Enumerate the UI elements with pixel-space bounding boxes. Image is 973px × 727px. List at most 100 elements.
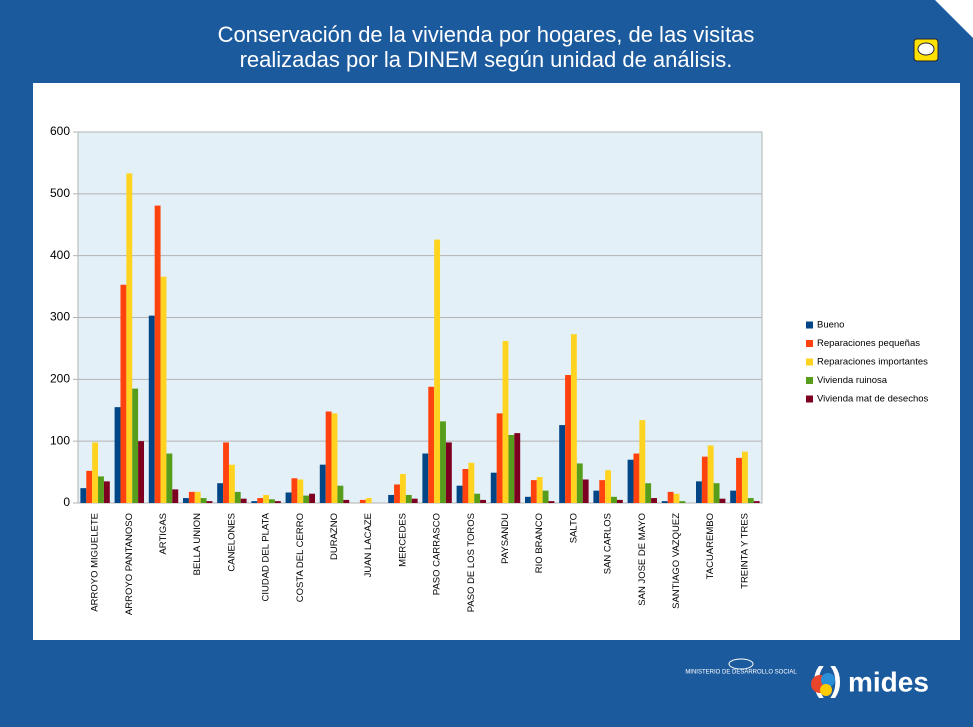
bar xyxy=(359,499,366,503)
legend-swatch xyxy=(806,321,813,329)
bar xyxy=(428,386,435,503)
x-tick-label: CANELONES xyxy=(226,513,237,572)
bar xyxy=(86,470,93,503)
bar xyxy=(456,485,463,503)
x-tick-label: PASO DE LOS TOROS xyxy=(466,513,477,612)
chart-title: Conservación de la vivienda por hogares,… xyxy=(217,22,755,72)
bar xyxy=(240,498,247,503)
bar xyxy=(120,284,127,503)
bar xyxy=(188,491,195,503)
bar xyxy=(274,501,281,503)
bar xyxy=(445,442,452,503)
bar xyxy=(103,481,110,503)
bar xyxy=(285,492,292,503)
bar xyxy=(394,484,400,503)
bar xyxy=(297,479,304,503)
bar xyxy=(434,239,441,503)
legend-label: Vivienda ruinosa xyxy=(817,375,888,386)
bar xyxy=(263,494,270,503)
bar xyxy=(160,276,167,503)
bar xyxy=(291,478,298,503)
bar xyxy=(667,491,674,503)
bar xyxy=(251,501,258,503)
bar xyxy=(411,498,418,503)
bar xyxy=(496,413,503,503)
legend-label: Reparaciones importantes xyxy=(817,357,928,368)
bar xyxy=(633,453,640,503)
bar xyxy=(701,456,708,503)
bar xyxy=(405,494,412,503)
bar xyxy=(148,315,155,503)
bar xyxy=(303,495,310,503)
bar xyxy=(172,489,179,503)
bar xyxy=(92,442,99,503)
bar xyxy=(325,411,332,503)
x-tick-label: MERCEDES xyxy=(397,513,408,567)
bar xyxy=(639,420,646,503)
bar xyxy=(627,459,634,503)
bar xyxy=(365,498,372,503)
bar xyxy=(524,496,531,503)
brand-mark xyxy=(821,673,835,687)
y-tick-label: 0 xyxy=(63,495,70,509)
bar xyxy=(605,470,612,503)
x-tick-label: ARTIGAS xyxy=(158,513,169,555)
bar xyxy=(206,501,213,503)
x-tick-label: DURAZNO xyxy=(329,513,340,560)
bar xyxy=(269,499,275,503)
bar xyxy=(228,464,235,503)
bar xyxy=(695,481,702,503)
bar xyxy=(200,498,207,503)
bar xyxy=(593,490,600,503)
x-tick-label: TREINTA Y TRES xyxy=(739,513,750,589)
x-tick-label: PAYSANDU xyxy=(500,513,511,564)
bar xyxy=(570,334,577,503)
bar xyxy=(747,498,754,503)
bar xyxy=(194,491,201,503)
bar xyxy=(343,499,350,503)
bar xyxy=(599,480,606,503)
bar xyxy=(719,498,726,503)
bar xyxy=(217,483,224,503)
bar xyxy=(645,483,652,503)
bar xyxy=(741,451,748,503)
plot-border xyxy=(77,131,763,504)
bar xyxy=(480,499,487,503)
bar xyxy=(223,442,229,503)
x-tick-label: TACUAREMBO xyxy=(705,513,716,579)
y-tick-label: 600 xyxy=(50,124,70,138)
x-tick-label: SANTIAGO VAZQUEZ xyxy=(671,513,682,609)
bar xyxy=(422,453,429,503)
bar xyxy=(468,462,475,503)
x-tick-label: ARROYO PANTANOSO xyxy=(124,513,135,615)
x-tick-label: SAN JOSE DE MAYO xyxy=(637,513,648,606)
legend-swatch xyxy=(806,340,813,347)
bar xyxy=(490,472,497,503)
bar xyxy=(337,485,344,503)
bar xyxy=(616,499,623,503)
bar xyxy=(536,477,543,503)
bar xyxy=(508,434,515,503)
legend-swatch xyxy=(806,395,813,403)
bar xyxy=(98,476,104,503)
bar xyxy=(514,433,521,503)
emblem xyxy=(728,658,754,670)
x-tick-label: SAN CARLOS xyxy=(603,513,614,574)
y-tick-label: 500 xyxy=(50,186,70,200)
brand-bracket: ) xyxy=(830,661,841,699)
bar xyxy=(126,173,133,503)
bar xyxy=(713,483,720,503)
bar xyxy=(166,453,173,503)
bar xyxy=(114,407,121,503)
bar xyxy=(399,473,406,503)
x-tick-label: COSTA DEL CERRO xyxy=(295,513,306,602)
bar xyxy=(462,468,469,503)
ministry-text: MINISTERIO DE DESARROLLO SOCIAL xyxy=(685,670,797,676)
bar xyxy=(502,340,509,503)
bar xyxy=(474,493,481,503)
bar xyxy=(138,441,145,503)
x-tick-label: SALTO xyxy=(568,513,579,543)
bar xyxy=(530,480,537,503)
